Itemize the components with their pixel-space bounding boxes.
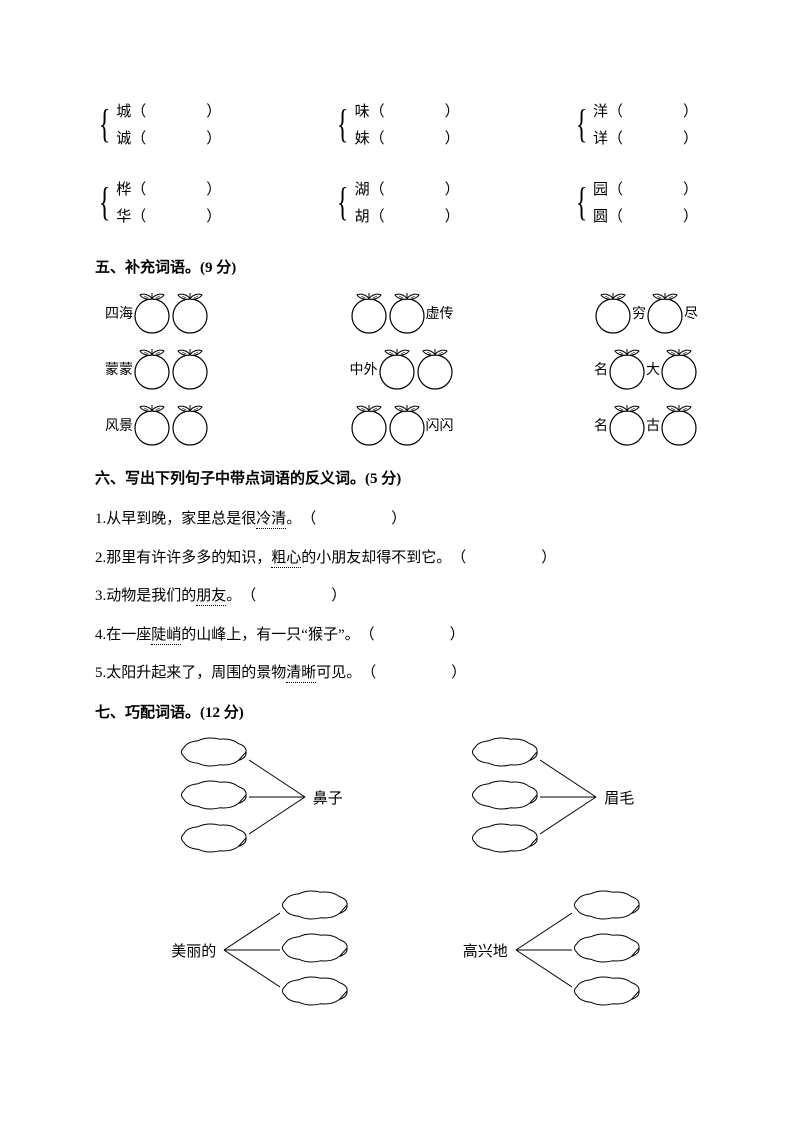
bracket-row-1: { 城（ ） 诚（ ） { 味（ ） 妹（ ） { 洋（ ） 详（ ） — [95, 100, 698, 148]
bracket-char: 华（ ） — [116, 205, 221, 226]
cloud-icon — [470, 822, 540, 854]
tangerine-icon — [594, 291, 632, 335]
cloud-icon — [179, 779, 249, 811]
cloud-group-2: 眉毛 — [470, 736, 634, 859]
bracket-group-1-2: { 味（ ） 妹（ ） — [333, 100, 459, 148]
bracket-char: 洋（ ） — [593, 100, 698, 121]
bracket-char: 园（ ） — [593, 178, 698, 199]
tangerine-row: 四海 虚传 穷 — [105, 291, 698, 335]
connector-lines — [512, 895, 572, 1005]
t-label: 四海 — [105, 303, 133, 323]
brace-icon: { — [99, 182, 111, 222]
brace-icon: { — [576, 182, 588, 222]
t-label: 名 — [594, 415, 608, 435]
bracket-char: 胡（ ） — [355, 205, 460, 226]
bracket-group-2-3: { 园（ ） 圆（ ） — [572, 178, 698, 226]
bracket-char: 城（ ） — [116, 100, 221, 121]
t-label: 大 — [646, 359, 660, 379]
bracket-char: 味（ ） — [355, 100, 460, 121]
sentence-2: 2.那里有许许多多的知识，粗心的小朋友却得不到它。 （ ） — [95, 541, 698, 576]
bracket-row-2: { 桦（ ） 华（ ） { 湖（ ） 胡（ ） { 园（ ） 圆（ ） — [95, 178, 698, 226]
tangerine-icon — [388, 403, 426, 447]
t-label: 闪闪 — [426, 415, 454, 435]
bracket-char: 桦（ ） — [116, 178, 221, 199]
dotted-word: 朋友 — [196, 588, 226, 604]
bracket-char: 妹（ ） — [355, 127, 460, 148]
connector-lines — [249, 742, 309, 852]
t-label: 风景 — [105, 415, 133, 435]
bracket-group-1-3: { 洋（ ） 详（ ） — [572, 100, 698, 148]
dotted-word: 冷清 — [256, 511, 286, 527]
cloud-icon — [179, 822, 249, 854]
cloud-icon — [470, 736, 540, 768]
cloud-group-3: 美丽的 — [171, 889, 350, 1012]
tangerine-icon — [171, 291, 209, 335]
cloud-icon — [470, 779, 540, 811]
sentence-3: 3.动物是我们的朋友。 （ ） — [95, 579, 698, 614]
sentence-block: 1.从早到晚，家里总是很冷清。 （ ） 2.那里有许许多多的知识，粗心的小朋友却… — [95, 502, 698, 691]
cloud-label: 美丽的 — [171, 940, 216, 961]
cloud-icon — [572, 975, 642, 1007]
tangerine-icon — [388, 291, 426, 335]
t-label: 名 — [594, 359, 608, 379]
cloud-zone: 鼻子 眉毛 美丽的 — [115, 736, 698, 1012]
brace-icon: { — [99, 104, 111, 144]
tangerine-icon — [350, 403, 388, 447]
tangerine-icon — [133, 291, 171, 335]
tangerine-icon — [608, 347, 646, 391]
connector-lines — [540, 742, 600, 852]
bracket-char: 湖（ ） — [355, 178, 460, 199]
tangerine-icon — [646, 291, 684, 335]
tangerine-icon — [350, 291, 388, 335]
cloud-group-4: 高兴地 — [463, 889, 642, 1012]
dotted-word: 清晰 — [286, 665, 316, 681]
section-7-heading: 七、巧配词语。(12 分) — [95, 701, 698, 722]
sentence-4: 4.在一座陡峭的山峰上，有一只“猴子”。 （ ） — [95, 618, 698, 653]
tangerine-zone: 四海 虚传 穷 — [105, 291, 698, 447]
tangerine-icon — [133, 347, 171, 391]
t-label: 穷 — [632, 303, 646, 323]
tangerine-icon — [171, 403, 209, 447]
tangerine-icon — [378, 347, 416, 391]
bracket-group-2-2: { 湖（ ） 胡（ ） — [333, 178, 459, 226]
section-5-heading: 五、补充词语。(9 分) — [95, 256, 698, 277]
brace-icon: { — [337, 104, 349, 144]
connector-lines — [220, 895, 280, 1005]
t-label: 虚传 — [426, 303, 454, 323]
cloud-icon — [280, 975, 350, 1007]
tangerine-icon — [171, 347, 209, 391]
t-label: 中外 — [350, 359, 378, 379]
tangerine-icon — [608, 403, 646, 447]
bracket-group-1-1: { 城（ ） 诚（ ） — [95, 100, 221, 148]
cloud-icon — [572, 932, 642, 964]
sentence-5: 5.太阳升起来了，周围的景物清晰可见。 （ ） — [95, 656, 698, 691]
brace-icon: { — [576, 104, 588, 144]
bracket-char: 详（ ） — [593, 127, 698, 148]
cloud-icon — [280, 889, 350, 921]
cloud-group-1: 鼻子 — [179, 736, 343, 859]
dotted-word: 粗心 — [271, 550, 301, 566]
tangerine-icon — [660, 403, 698, 447]
tangerine-icon — [660, 347, 698, 391]
cloud-label: 眉毛 — [604, 787, 634, 808]
cloud-icon — [572, 889, 642, 921]
bracket-char: 诚（ ） — [116, 127, 221, 148]
cloud-icon — [179, 736, 249, 768]
t-label: 古 — [646, 415, 660, 435]
tangerine-row: 蒙蒙 中外 名 大 — [105, 347, 698, 391]
dotted-word: 陡峭 — [151, 627, 181, 643]
t-label: 尽 — [684, 303, 698, 323]
bracket-char: 圆（ ） — [593, 205, 698, 226]
bracket-group-2-1: { 桦（ ） 华（ ） — [95, 178, 221, 226]
cloud-label: 鼻子 — [313, 787, 343, 808]
cloud-icon — [280, 932, 350, 964]
cloud-label: 高兴地 — [463, 940, 508, 961]
section-6-heading: 六、写出下列句子中带点词语的反义词。(5 分) — [95, 467, 698, 488]
brace-icon: { — [337, 182, 349, 222]
tangerine-icon — [416, 347, 454, 391]
tangerine-row: 风景 闪闪 名 古 — [105, 403, 698, 447]
tangerine-icon — [133, 403, 171, 447]
sentence-1: 1.从早到晚，家里总是很冷清。 （ ） — [95, 502, 698, 537]
t-label: 蒙蒙 — [105, 359, 133, 379]
